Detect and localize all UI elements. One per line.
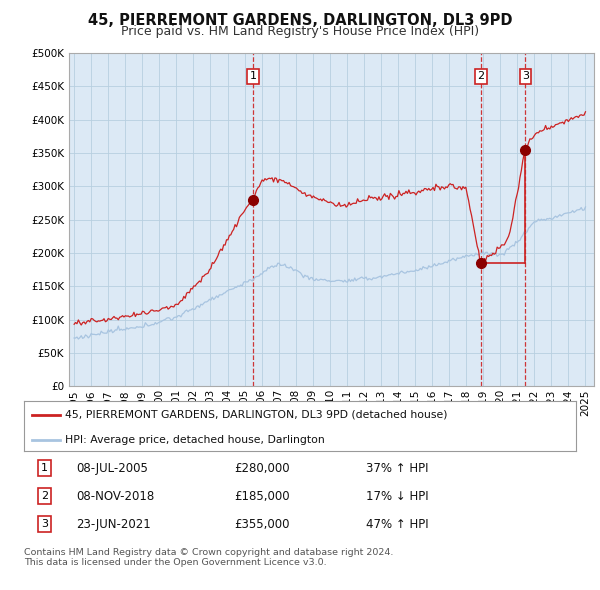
- Text: 1: 1: [250, 71, 257, 81]
- Text: 2: 2: [477, 71, 484, 81]
- Text: 2: 2: [41, 491, 48, 501]
- Text: Contains HM Land Registry data © Crown copyright and database right 2024.
This d: Contains HM Land Registry data © Crown c…: [24, 548, 394, 567]
- Text: 23-JUN-2021: 23-JUN-2021: [76, 517, 151, 530]
- Text: £355,000: £355,000: [234, 517, 289, 530]
- Text: 3: 3: [522, 71, 529, 81]
- Text: 08-NOV-2018: 08-NOV-2018: [76, 490, 155, 503]
- Text: 3: 3: [41, 519, 48, 529]
- Text: 37% ↑ HPI: 37% ↑ HPI: [366, 462, 429, 475]
- Text: 1: 1: [41, 463, 48, 473]
- Text: 45, PIERREMONT GARDENS, DARLINGTON, DL3 9PD (detached house): 45, PIERREMONT GARDENS, DARLINGTON, DL3 …: [65, 409, 448, 419]
- Text: 08-JUL-2005: 08-JUL-2005: [76, 462, 148, 475]
- Text: £280,000: £280,000: [234, 462, 289, 475]
- Text: 47% ↑ HPI: 47% ↑ HPI: [366, 517, 429, 530]
- Text: Price paid vs. HM Land Registry's House Price Index (HPI): Price paid vs. HM Land Registry's House …: [121, 25, 479, 38]
- Text: 45, PIERREMONT GARDENS, DARLINGTON, DL3 9PD: 45, PIERREMONT GARDENS, DARLINGTON, DL3 …: [88, 13, 512, 28]
- Text: HPI: Average price, detached house, Darlington: HPI: Average price, detached house, Darl…: [65, 435, 325, 445]
- Text: 17% ↓ HPI: 17% ↓ HPI: [366, 490, 429, 503]
- Text: £185,000: £185,000: [234, 490, 289, 503]
